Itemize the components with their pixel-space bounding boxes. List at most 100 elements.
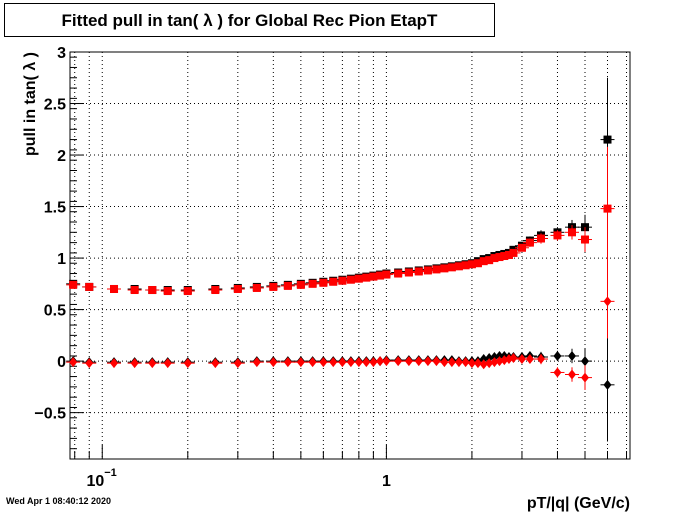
- data-point-square: [354, 274, 363, 283]
- y-tick-label: 0: [57, 354, 66, 371]
- timestamp: Wed Apr 1 08:40:12 2020: [6, 496, 112, 506]
- data-point-diamond: [568, 350, 577, 361]
- x-axis-label: pT/|q| (GeV/c): [527, 495, 630, 512]
- data-point-diamond: [404, 356, 413, 367]
- data-point-diamond: [183, 358, 192, 369]
- data-point-square: [490, 254, 499, 263]
- data-point-square: [130, 286, 139, 295]
- data-point-square: [382, 270, 391, 279]
- series-1: [66, 146, 615, 296]
- data-point-diamond: [338, 357, 347, 368]
- data-point-square: [509, 248, 518, 257]
- data-point-diamond: [517, 354, 526, 365]
- data-point-diamond: [473, 358, 482, 369]
- data-point-diamond: [414, 356, 423, 367]
- data-point-square: [329, 277, 338, 286]
- data-point-diamond: [581, 372, 590, 383]
- y-tick-label: 3: [57, 45, 66, 62]
- data-point-diamond: [485, 353, 494, 364]
- data-point-square: [525, 238, 534, 247]
- data-point-square: [283, 281, 292, 290]
- data-point-square: [473, 259, 482, 268]
- data-point-square: [163, 287, 172, 296]
- x-tick-labels: 10 −1 1: [86, 467, 390, 490]
- data-point-square: [376, 271, 385, 280]
- data-point-diamond: [432, 356, 441, 367]
- data-point-square: [581, 235, 590, 244]
- data-point-diamond: [568, 369, 577, 380]
- data-point-diamond: [461, 357, 470, 368]
- data-point-diamond: [148, 358, 157, 369]
- data-point-diamond: [447, 357, 456, 368]
- data-point-diamond: [440, 357, 449, 368]
- data-point-diamond: [479, 354, 488, 365]
- chart-title: Fitted pull in tan( λ ) for Global Rec P…: [4, 3, 495, 37]
- data-point-diamond: [490, 357, 499, 368]
- data-point-square: [454, 262, 463, 271]
- data-point-diamond: [252, 357, 261, 368]
- data-point-diamond: [369, 357, 378, 368]
- x-tick-exponent: −1: [104, 467, 117, 479]
- data-point-diamond: [130, 358, 139, 369]
- series-2: [66, 328, 615, 442]
- data-series: [66, 77, 615, 442]
- data-point-square: [432, 265, 441, 274]
- data-point-diamond: [479, 359, 488, 370]
- data-point-square: [479, 257, 488, 266]
- y-tick-label: 0.5: [44, 303, 66, 320]
- data-point-square: [500, 252, 509, 261]
- data-point-diamond: [603, 296, 612, 307]
- data-point-diamond: [509, 353, 518, 364]
- y-tick-label: 2.5: [44, 97, 66, 114]
- data-point-square: [85, 282, 94, 291]
- data-point-square: [485, 256, 494, 265]
- data-point-diamond: [581, 356, 590, 367]
- data-point-diamond: [354, 357, 363, 368]
- data-point-diamond: [329, 357, 338, 368]
- data-point-square: [252, 283, 261, 292]
- data-point-square: [447, 263, 456, 272]
- data-point-diamond: [163, 358, 172, 369]
- data-point-diamond: [553, 367, 562, 378]
- y-tick-label: 2: [57, 148, 66, 165]
- data-point-diamond: [319, 357, 328, 368]
- data-point-diamond: [490, 351, 499, 362]
- x-tick-label: 1: [382, 473, 391, 490]
- data-point-diamond: [85, 358, 94, 369]
- data-point-diamond: [423, 356, 432, 367]
- data-point-diamond: [394, 356, 403, 367]
- data-point-square: [517, 243, 526, 252]
- data-point-square: [110, 284, 119, 293]
- data-point-diamond: [308, 357, 317, 368]
- data-point-square: [536, 234, 545, 243]
- data-point-diamond: [269, 357, 278, 368]
- data-point-square: [603, 204, 612, 213]
- data-point-square: [269, 282, 278, 291]
- data-point-diamond: [553, 350, 562, 361]
- data-point-square: [338, 276, 347, 285]
- series-3: [66, 264, 615, 390]
- data-point-diamond: [346, 357, 355, 368]
- data-point-square: [148, 286, 157, 295]
- y-axis-label: pull in tan( λ ): [22, 52, 39, 156]
- data-point-diamond: [296, 357, 305, 368]
- data-point-square: [233, 284, 242, 293]
- grid-layer: [70, 51, 630, 459]
- y-tick-label: −0.5: [34, 406, 66, 423]
- data-point-square: [504, 250, 513, 259]
- data-point-square: [414, 267, 423, 276]
- data-point-square: [404, 268, 413, 277]
- data-point-square: [308, 279, 317, 288]
- data-point-diamond: [485, 358, 494, 369]
- data-point-square: [461, 261, 470, 270]
- data-point-diamond: [283, 357, 292, 368]
- y-tick-label: 1.5: [44, 200, 66, 217]
- data-point-square: [296, 280, 305, 289]
- data-point-diamond: [211, 358, 220, 369]
- data-point-square: [362, 273, 371, 282]
- plot-frame: [69, 51, 631, 460]
- data-point-diamond: [382, 356, 391, 367]
- data-point-square: [423, 266, 432, 275]
- data-point-square: [440, 264, 449, 273]
